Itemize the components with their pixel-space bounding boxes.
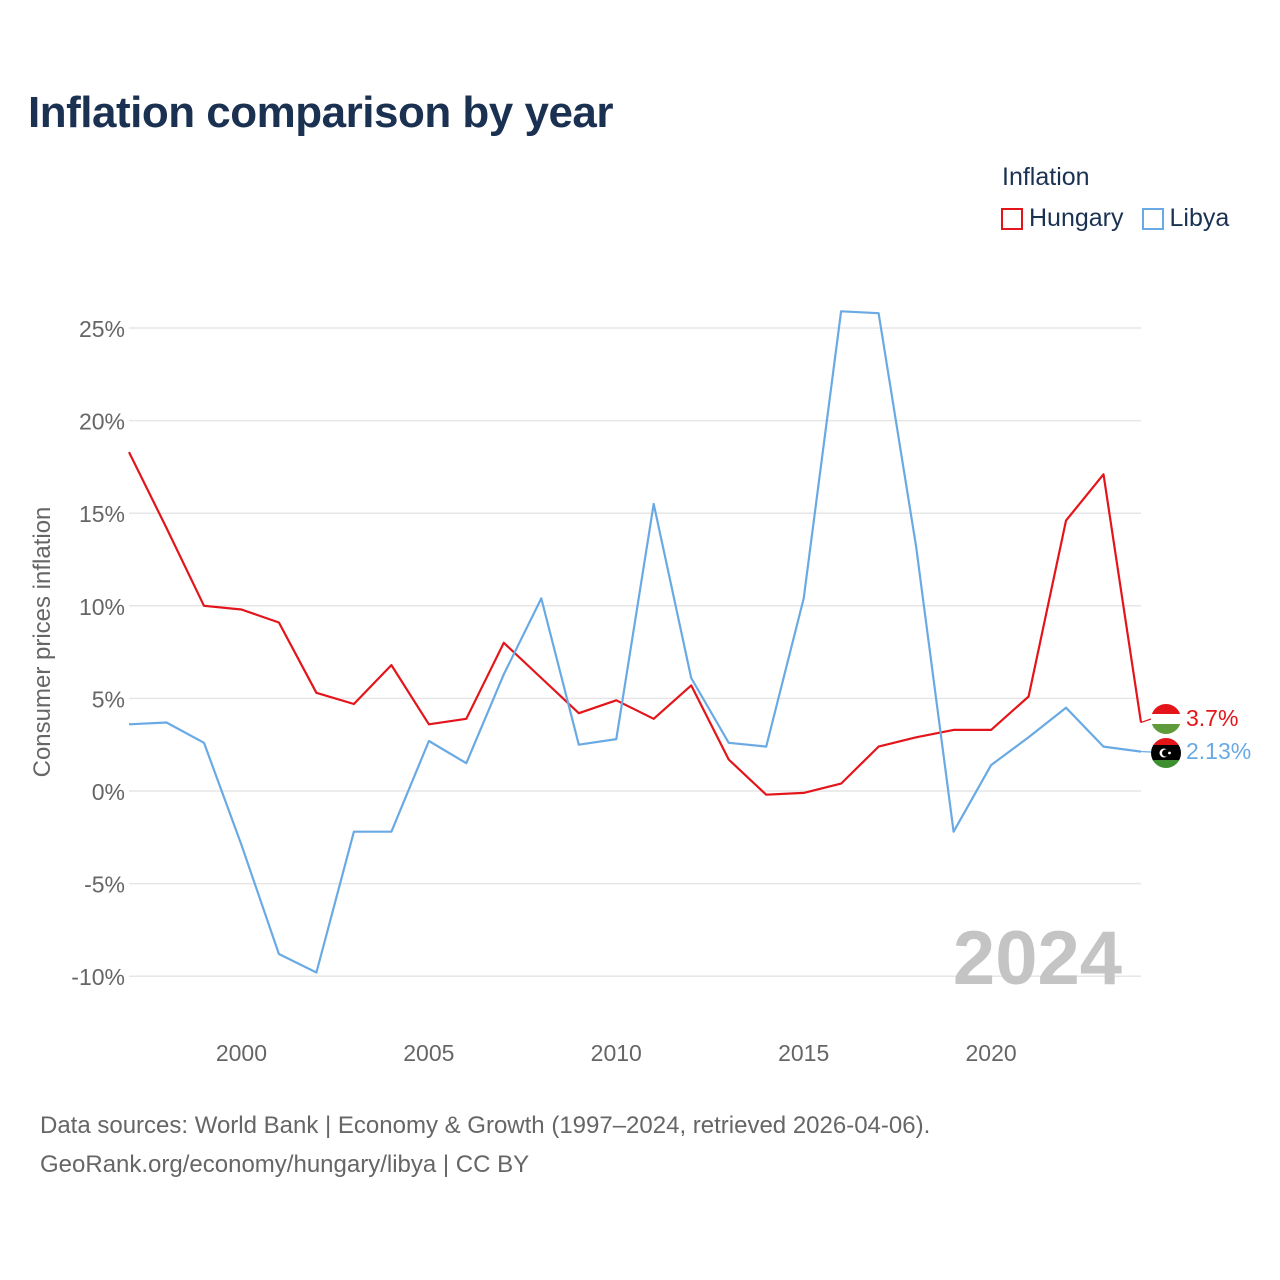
- hungary-flag-icon: [1151, 704, 1181, 734]
- grid-layer: [129, 327, 1141, 977]
- y-tick-label: -5%: [84, 872, 125, 898]
- chart-title: Inflation comparison by year: [28, 88, 614, 137]
- x-tick-label: 2015: [778, 1040, 829, 1066]
- x-tick-label: 2010: [591, 1040, 642, 1066]
- legend-item-libya[interactable]: Libya: [1141, 204, 1230, 233]
- series-layer: [128, 310, 1152, 974]
- legend-label-libya: Libya: [1169, 204, 1230, 232]
- y-tick-label: 20%: [79, 409, 125, 435]
- y-axis-label: Consumer prices inflation: [29, 507, 56, 778]
- legend-swatch-hungary: [1001, 207, 1023, 230]
- year-watermark: 2024: [953, 916, 1122, 1001]
- flag-layer: [1151, 704, 1181, 768]
- end-labels: 3.7% 2.13%: [1186, 705, 1251, 764]
- end-label-libya: 2.13%: [1186, 738, 1251, 764]
- y-tick-label: 25%: [79, 316, 125, 342]
- legend-swatch-libya: [1141, 207, 1164, 230]
- end-connector: [1140, 718, 1152, 724]
- legend-title: Inflation: [1002, 163, 1090, 191]
- libya-flag-icon: [1151, 738, 1181, 768]
- series-line-hungary[interactable]: [128, 451, 1143, 796]
- y-tick-label: 0%: [92, 779, 125, 805]
- y-tick-labels: -10% -5% 0% 5% 10% 15% 20% 25%: [71, 316, 125, 990]
- legend: Hungary Libya: [1001, 204, 1247, 233]
- series-line-libya[interactable]: [128, 310, 1142, 974]
- footer-link[interactable]: GeoRank.org/economy/hungary/libya | CC B…: [40, 1151, 530, 1178]
- footer-sources: Data sources: World Bank | Economy & Gro…: [40, 1112, 931, 1139]
- legend-label-hungary: Hungary: [1029, 204, 1124, 232]
- x-tick-labels: 2000 2005 2010 2015 2020: [216, 1040, 1017, 1066]
- y-tick-label: 10%: [79, 594, 125, 620]
- y-tick-label: 5%: [92, 686, 125, 712]
- footer: Data sources: World Bank | Economy & Gro…: [40, 1106, 930, 1184]
- end-label-hungary: 3.7%: [1186, 705, 1238, 731]
- legend-item-hungary[interactable]: Hungary: [1001, 204, 1124, 233]
- x-tick-label: 2005: [403, 1040, 454, 1066]
- x-tick-label: 2020: [965, 1040, 1016, 1066]
- x-tick-label: 2000: [216, 1040, 267, 1066]
- y-tick-label: -10%: [71, 964, 125, 990]
- y-tick-label: 15%: [79, 501, 125, 527]
